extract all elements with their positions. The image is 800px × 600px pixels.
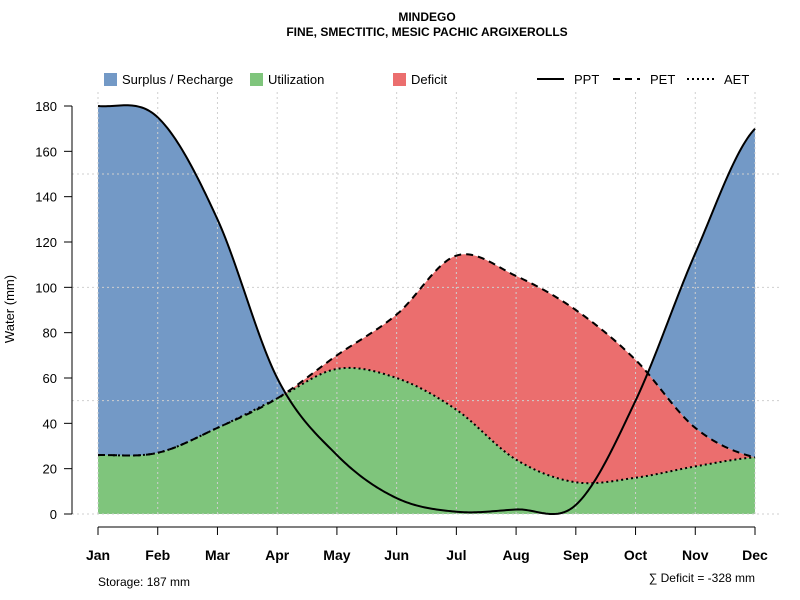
x-tick-label: Feb	[145, 547, 170, 563]
storage-annotation: Storage: 187 mm	[98, 575, 190, 589]
y-tick-label: 0	[50, 507, 57, 522]
legend-label: PET	[650, 72, 675, 87]
surplus-area	[98, 105, 755, 458]
ppt-line	[97, 104, 756, 516]
x-tick-label: Sep	[563, 547, 589, 563]
legend-swatch	[393, 73, 406, 86]
x-tick-label: Nov	[682, 547, 709, 563]
plot-lines	[97, 104, 756, 516]
legend-label: Deficit	[411, 72, 448, 87]
y-tick-label: 20	[43, 462, 57, 477]
y-tick-label: 140	[35, 190, 57, 205]
y-tick-label: 40	[43, 416, 57, 431]
x-tick-label: May	[323, 547, 350, 563]
x-tick-label: Aug	[502, 547, 529, 563]
y-tick-label: 60	[43, 371, 57, 386]
y-axis-label: Water (mm)	[2, 275, 17, 343]
legend-label: Surplus / Recharge	[122, 72, 233, 87]
legend-label: PPT	[574, 72, 599, 87]
chart-title: MINDEGO	[398, 10, 455, 24]
y-tick-label: 100	[35, 280, 57, 295]
x-tick-label: Mar	[205, 547, 230, 563]
y-tick-label: 180	[35, 99, 57, 114]
pet-line	[97, 253, 756, 459]
x-tick-label: Apr	[265, 547, 290, 563]
legend-label: AET	[724, 72, 749, 87]
x-tick-label: Oct	[624, 547, 648, 563]
y-tick-label: 120	[35, 235, 57, 250]
y-tick-label: 160	[35, 144, 57, 159]
plot-grid	[72, 92, 780, 515]
legend-label: Utilization	[268, 72, 324, 87]
utilization-area	[98, 367, 755, 514]
x-tick-label: Dec	[742, 547, 768, 563]
x-tick-label: Jun	[384, 547, 409, 563]
legend-swatch	[250, 73, 263, 86]
deficit-annotation: ∑ Deficit = -328 mm	[649, 571, 755, 585]
x-tick-label: Jul	[446, 547, 466, 563]
deficit-area	[98, 254, 755, 484]
legend-swatch	[104, 73, 117, 86]
chart-subtitle: FINE, SMECTITIC, MESIC PACHIC ARGIXEROLL…	[286, 25, 567, 39]
y-tick-label: 80	[43, 326, 57, 341]
axes: 0 20 40 60 80 100 120 140 160 180 Jan Feb Mar Apr May J…	[35, 99, 768, 563]
legend: Surplus / Recharge Utilization Deficit PPT P…	[104, 72, 749, 87]
x-tick-label: Jan	[86, 547, 110, 563]
plot-areas	[98, 105, 755, 514]
